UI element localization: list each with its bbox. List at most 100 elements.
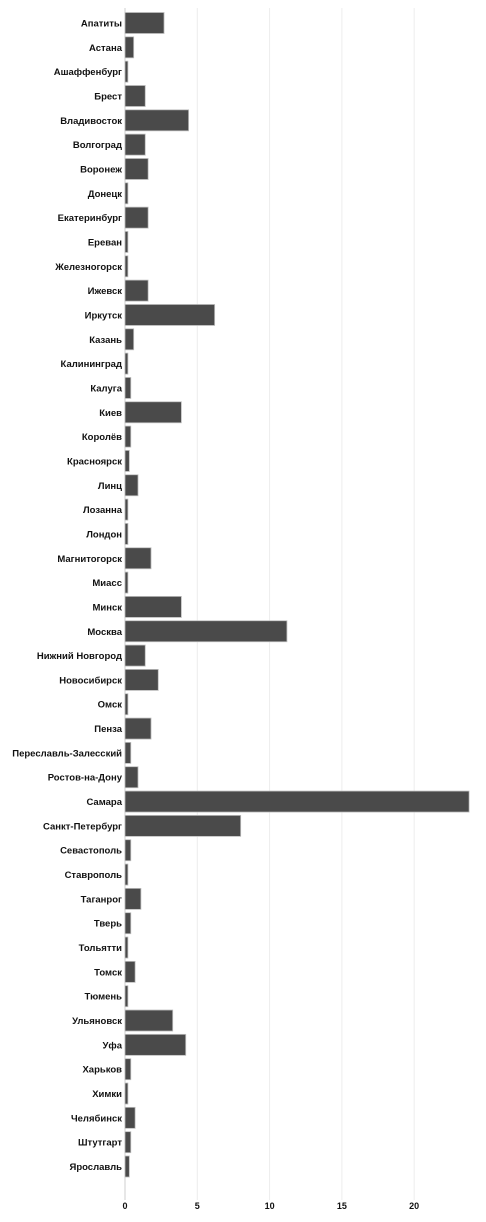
bar	[124, 474, 139, 497]
bar	[124, 450, 130, 472]
bar	[124, 328, 135, 351]
category-label: Калуга	[90, 383, 122, 394]
category-label: Волгоград	[73, 140, 122, 151]
bar	[124, 1106, 136, 1129]
category-label: Лондон	[86, 529, 122, 540]
category-label: Химки	[92, 1089, 122, 1100]
bar	[124, 742, 132, 764]
category-label: Томск	[94, 967, 122, 978]
bar	[124, 60, 129, 83]
category-label: Ульяновск	[72, 1016, 122, 1027]
bar	[124, 547, 152, 570]
category-label: Лозанна	[83, 505, 123, 516]
category-label: Калининград	[61, 359, 122, 370]
bar	[124, 304, 216, 326]
category-label: Ростов-на-Дону	[48, 773, 123, 784]
category-label: Воронеж	[80, 164, 122, 175]
bar	[124, 401, 182, 424]
bar	[124, 1033, 187, 1056]
category-label: Новосибирск	[59, 675, 122, 686]
bars	[124, 12, 470, 1178]
bar	[124, 571, 129, 594]
bar	[124, 133, 146, 156]
category-label: Линц	[98, 481, 122, 492]
category-label: Миасс	[92, 578, 122, 589]
bar	[124, 158, 149, 180]
category-label: Казань	[89, 335, 122, 346]
bar	[124, 352, 129, 375]
bar	[124, 717, 152, 740]
category-label: Красноярск	[67, 456, 122, 467]
category-label: Брест	[94, 91, 122, 102]
x-tick-label: 15	[337, 1201, 347, 1211]
bar	[124, 109, 190, 132]
x-tick-label: 10	[265, 1201, 275, 1211]
category-label: Челябинск	[71, 1113, 122, 1124]
bar	[124, 85, 146, 107]
category-label: Киев	[99, 408, 122, 419]
bar	[124, 693, 129, 716]
bar	[124, 498, 129, 521]
bar	[124, 766, 139, 789]
category-label: Королёв	[82, 432, 122, 443]
category-label: Таганрог	[81, 894, 122, 905]
category-label: Омск	[98, 700, 123, 711]
category-label: Нижний Новгород	[37, 651, 122, 662]
bar	[124, 182, 129, 205]
bar	[124, 523, 129, 545]
category-label: Екатеринбург	[58, 213, 122, 224]
bar	[124, 1082, 129, 1105]
bar	[124, 985, 129, 1008]
bar	[124, 936, 129, 959]
category-label: Переславль-Залесский	[12, 748, 122, 759]
bar	[124, 1009, 174, 1032]
category-label: Тольятти	[79, 943, 122, 954]
bar	[124, 960, 136, 983]
category-label: Самара	[86, 797, 122, 808]
category-label: Тюмень	[84, 992, 122, 1003]
category-label: Москва	[87, 627, 122, 638]
bar	[124, 12, 165, 34]
x-tick-label: 0	[122, 1201, 127, 1211]
bar	[124, 206, 149, 229]
x-tick-label: 5	[195, 1201, 200, 1211]
category-label: Минск	[92, 602, 122, 613]
bar	[124, 620, 288, 643]
bar	[124, 887, 142, 910]
x-axis-ticks: 0 5 10 15 20	[122, 1201, 419, 1211]
category-label: Ашаффенбург	[54, 67, 122, 78]
bar	[124, 912, 132, 935]
category-label: Ереван	[88, 237, 122, 248]
bar	[124, 596, 182, 618]
category-label: Санкт-Петербург	[43, 821, 122, 832]
category-label: Севастополь	[60, 846, 122, 857]
category-label: Ярославль	[69, 1162, 122, 1173]
bar	[124, 669, 159, 691]
category-label: Магнитогорск	[57, 554, 122, 565]
category-label: Донецк	[88, 189, 123, 200]
category-label: Владивосток	[60, 116, 122, 127]
category-label: Пенза	[94, 724, 122, 735]
bar	[124, 279, 149, 302]
category-label: Иркутск	[85, 310, 123, 321]
category-label: Тверь	[94, 919, 122, 930]
bar	[124, 790, 470, 813]
category-labels: Апатиты Астана Ашаффенбург Брест Владивосток…	[12, 19, 122, 1174]
x-tick-label: 20	[409, 1201, 419, 1211]
category-label: Апатиты	[81, 19, 122, 30]
bar	[124, 377, 132, 399]
bar	[124, 231, 129, 253]
bar	[124, 255, 129, 278]
bar	[124, 814, 242, 837]
category-label: Астана	[89, 43, 123, 54]
bar	[124, 1058, 132, 1081]
category-label: Ставрополь	[65, 870, 123, 881]
bar	[124, 863, 129, 886]
bar	[124, 644, 146, 667]
bar	[124, 36, 135, 59]
category-label: Штутгарт	[78, 1138, 122, 1149]
category-label: Ижевск	[88, 286, 123, 297]
bar	[124, 839, 132, 862]
bar	[124, 425, 132, 448]
